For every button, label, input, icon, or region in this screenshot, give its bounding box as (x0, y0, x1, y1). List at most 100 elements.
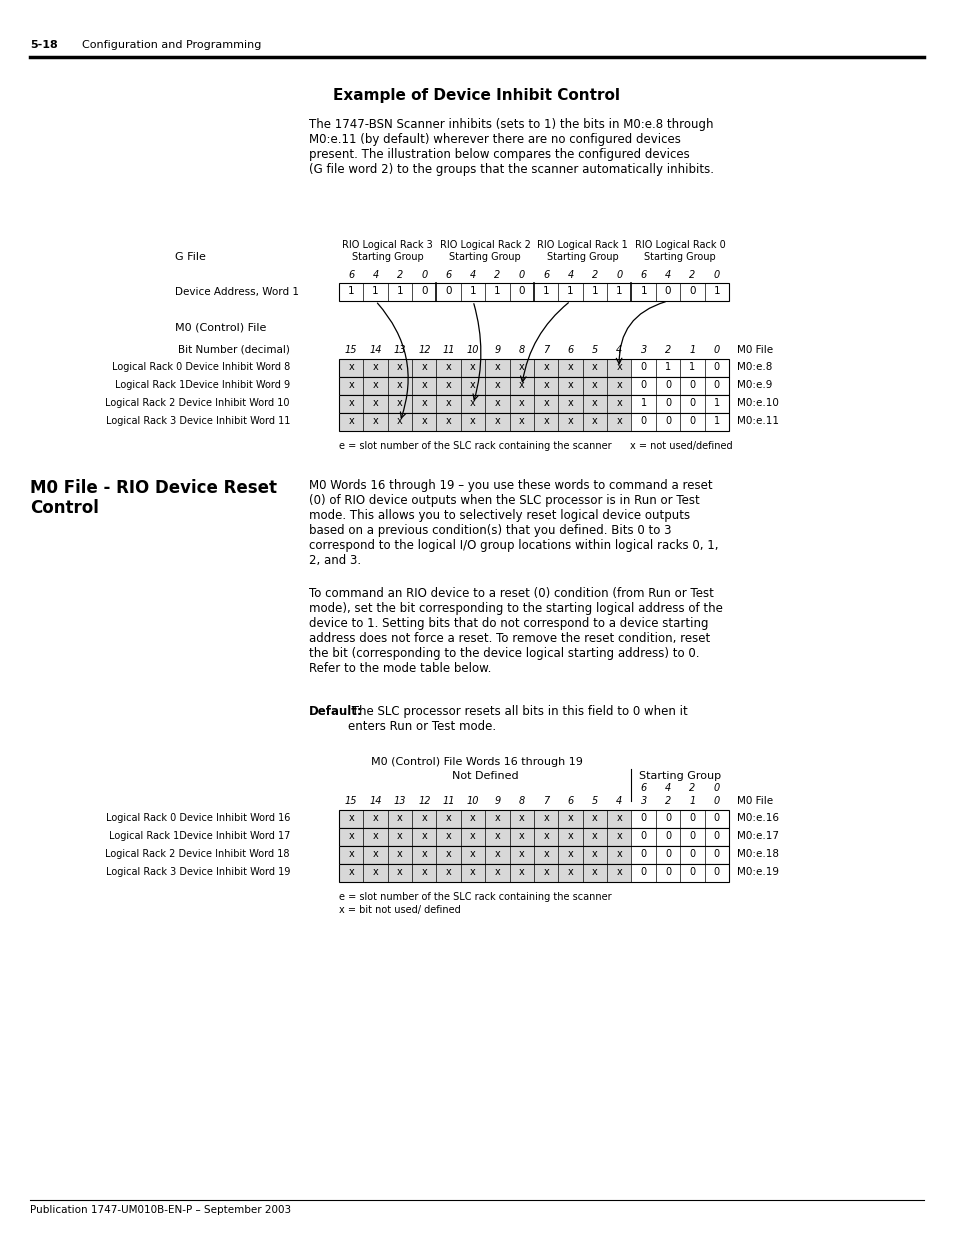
Text: 0: 0 (713, 380, 720, 390)
Text: x: x (494, 867, 499, 877)
Text: Not Defined: Not Defined (452, 771, 518, 781)
Text: 2: 2 (494, 270, 500, 280)
Text: x: x (567, 362, 573, 372)
Text: 6: 6 (542, 270, 549, 280)
Text: Logical Rack 3 Device Inhibit Word 19: Logical Rack 3 Device Inhibit Word 19 (106, 867, 290, 877)
Text: x: x (373, 416, 378, 426)
Text: x: x (518, 813, 524, 823)
Text: x: x (518, 848, 524, 860)
Text: x: x (518, 398, 524, 408)
Bar (631, 359, 728, 377)
Text: x: x (348, 831, 354, 841)
Text: 6: 6 (567, 797, 573, 806)
Text: 2: 2 (664, 797, 671, 806)
Text: x: x (567, 416, 573, 426)
Text: x: x (396, 416, 402, 426)
Text: 0: 0 (689, 416, 695, 426)
Text: Configuration and Programming: Configuration and Programming (82, 40, 261, 49)
Text: x: x (518, 867, 524, 877)
Text: M0:e.9: M0:e.9 (737, 380, 772, 390)
Text: 0: 0 (713, 345, 720, 354)
Text: 0: 0 (664, 380, 670, 390)
Text: 8: 8 (518, 345, 524, 354)
Text: x: x (445, 848, 451, 860)
Text: x: x (616, 380, 621, 390)
Text: 4: 4 (616, 797, 621, 806)
Text: x: x (494, 398, 499, 408)
Bar (631, 810, 728, 827)
Text: 3: 3 (639, 797, 646, 806)
Text: 2: 2 (689, 783, 695, 793)
Bar (338, 395, 631, 412)
Text: e = slot number of the SLC rack containing the scanner: e = slot number of the SLC rack containi… (338, 892, 611, 902)
Text: x: x (348, 398, 354, 408)
Text: RIO Logical Rack 1
Starting Group: RIO Logical Rack 1 Starting Group (537, 240, 627, 262)
Text: 0: 0 (664, 287, 671, 296)
Text: 1: 1 (494, 287, 500, 296)
Text: x: x (470, 831, 476, 841)
Text: x: x (592, 813, 598, 823)
Text: Logical Rack 0 Device Inhibit Word 16: Logical Rack 0 Device Inhibit Word 16 (106, 813, 290, 823)
Text: 1: 1 (664, 362, 670, 372)
Text: 11: 11 (442, 797, 455, 806)
Text: 14: 14 (369, 345, 381, 354)
Bar (338, 846, 728, 864)
Text: x: x (518, 380, 524, 390)
Text: x: x (543, 398, 549, 408)
Text: 6: 6 (567, 345, 573, 354)
Text: 0: 0 (713, 362, 720, 372)
Text: 0: 0 (640, 416, 646, 426)
Text: 0: 0 (713, 831, 720, 841)
Text: 0: 0 (640, 362, 646, 372)
Bar (631, 395, 728, 412)
Text: 4: 4 (567, 270, 573, 280)
Text: 0: 0 (689, 848, 695, 860)
Text: M0 File - RIO Device Reset: M0 File - RIO Device Reset (30, 479, 276, 496)
Text: Device Address, Word 1: Device Address, Word 1 (174, 287, 298, 296)
Text: x: x (421, 867, 427, 877)
Text: x: x (567, 848, 573, 860)
Text: 10: 10 (466, 797, 478, 806)
Text: M0 File: M0 File (737, 797, 772, 806)
Text: x: x (592, 398, 598, 408)
Text: 1: 1 (713, 416, 720, 426)
Text: 3: 3 (639, 345, 646, 354)
Text: x: x (567, 867, 573, 877)
Text: 1: 1 (348, 287, 355, 296)
Text: 0: 0 (713, 783, 720, 793)
Text: 15: 15 (345, 797, 357, 806)
Text: x: x (470, 416, 476, 426)
Text: x: x (348, 416, 354, 426)
Text: x: x (543, 831, 549, 841)
Text: x: x (396, 848, 402, 860)
Text: M0:e.19: M0:e.19 (737, 867, 779, 877)
Text: x: x (592, 867, 598, 877)
Text: x: x (445, 380, 451, 390)
Text: x: x (348, 362, 354, 372)
Text: 1: 1 (591, 287, 598, 296)
Text: x: x (592, 416, 598, 426)
Text: 5: 5 (591, 345, 598, 354)
Text: 0: 0 (445, 287, 452, 296)
Text: 2: 2 (664, 345, 671, 354)
Text: x: x (616, 848, 621, 860)
Text: x: x (445, 867, 451, 877)
Text: x: x (445, 831, 451, 841)
Text: 11: 11 (442, 345, 455, 354)
Text: x: x (470, 380, 476, 390)
Text: 1: 1 (542, 287, 549, 296)
Text: 1: 1 (640, 398, 646, 408)
Text: 6: 6 (445, 270, 452, 280)
Text: 0: 0 (664, 848, 670, 860)
Text: x: x (348, 380, 354, 390)
Text: x: x (348, 813, 354, 823)
Text: x: x (616, 398, 621, 408)
Text: M0:e.18: M0:e.18 (737, 848, 779, 860)
Text: 2: 2 (591, 270, 598, 280)
Text: 0: 0 (420, 270, 427, 280)
Text: 1: 1 (567, 287, 574, 296)
Text: 15: 15 (345, 345, 357, 354)
Text: Publication 1747-UM010B-EN-P – September 2003: Publication 1747-UM010B-EN-P – September… (30, 1205, 291, 1215)
Text: x: x (616, 813, 621, 823)
Bar (631, 377, 728, 395)
